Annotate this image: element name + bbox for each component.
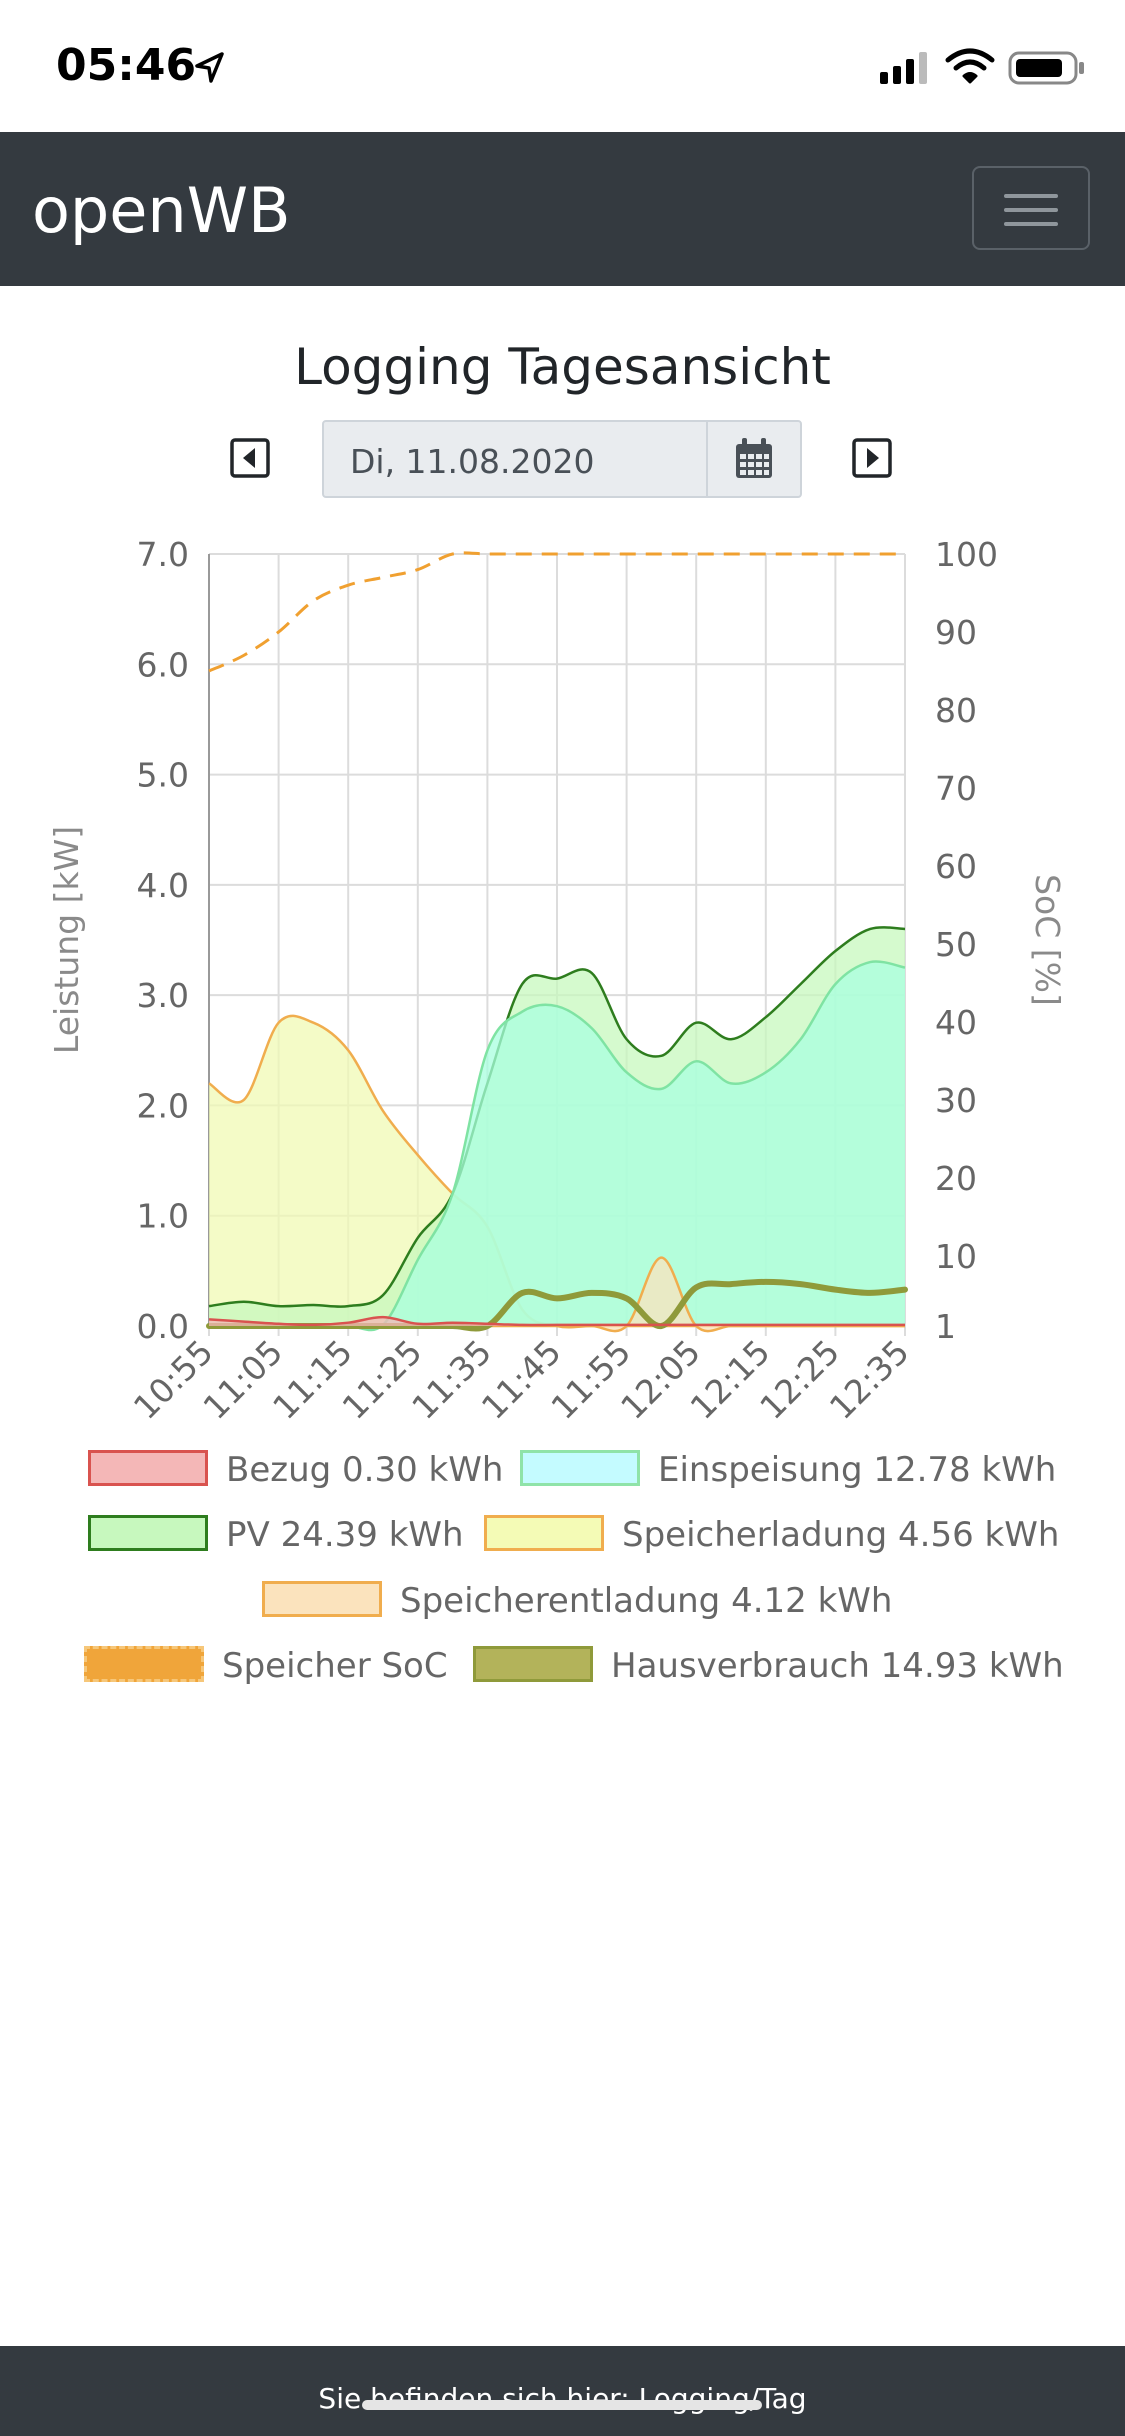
legend-label: Speicher SoC [222,1646,448,1686]
speicher-soc-line [208,551,905,673]
daily-log-chart: 0.01.02.03.04.05.06.07.010:5511:0511:151… [47,535,1067,1427]
y-left-tick-label: 0.0 [137,1307,189,1346]
legend-swatch [84,1646,204,1682]
legend-swatch [520,1450,640,1486]
brand-logo[interactable]: openWB [32,174,291,247]
y-left-tick-label: 4.0 [137,866,189,905]
calendar-button[interactable] [706,422,800,496]
wifi-icon [945,48,995,84]
hamburger-menu-icon[interactable] [972,166,1090,250]
speicherladung-area [209,1015,905,1328]
x-tick-label: 12:25 [752,1332,847,1427]
x-tick-label: 11:15 [265,1332,360,1427]
x-tick-label: 12:15 [683,1332,778,1427]
location-arrow-icon [195,52,224,83]
legend-swatch [262,1581,382,1617]
y-left-tick-label: 6.0 [137,645,189,684]
x-tick-label: 12:05 [613,1332,708,1427]
bezug-area [209,1317,905,1326]
caret-left-square-icon[interactable] [230,438,270,478]
y-right-tick-label: 10 [935,1237,977,1276]
y-left-tick-label: 3.0 [137,976,189,1015]
cellular-signal-icon [880,52,927,84]
einspeisung-area [209,961,905,1331]
battery-icon [1008,51,1084,85]
x-tick-label: 10:55 [126,1332,221,1427]
home-indicator [362,2400,762,2410]
y-right-tick-label: 20 [935,1159,977,1198]
legend-label: Speicherentladung 4.12 kWh [400,1581,893,1621]
status-time: 05:46 [56,40,197,91]
x-tick-label: 11:25 [335,1332,430,1427]
x-tick-label: 11:55 [543,1332,638,1427]
status-bar: 05:46 [0,0,1125,132]
calendar-icon [736,438,772,478]
legend-label: Hausverbrauch 14.93 kWh [611,1646,1064,1686]
bezug-line [208,1315,905,1327]
y-left-axis-title: Leistung [kW] [47,826,86,1054]
y-right-tick-label: 100 [935,535,998,574]
y-left-tick-label: 2.0 [137,1086,189,1125]
x-tick-label: 11:05 [195,1332,290,1427]
legend-label: PV 24.39 kWh [226,1515,464,1555]
legend-swatch [473,1646,593,1682]
legend-label: Bezug 0.30 kWh [226,1450,504,1490]
y-right-axis-title: SoC [%] [1028,874,1067,1006]
y-right-tick-label: 30 [935,1081,977,1120]
legend-label: Speicherladung 4.56 kWh [622,1515,1060,1555]
y-left-tick-label: 7.0 [137,535,189,574]
y-right-tick-label: 40 [935,1003,977,1042]
caret-right-square-icon[interactable] [852,438,892,478]
y-right-tick-label: 50 [935,925,977,964]
date-input[interactable]: Di, 11.08.2020 [350,442,595,481]
legend-label: Einspeisung 12.78 kWh [658,1450,1057,1490]
footer: Sie befinden sich hier: Logging/Tag [0,2346,1125,2436]
breadcrumb: Sie befinden sich hier: Logging/Tag [318,2382,807,2415]
y-right-tick-label: 70 [935,769,977,808]
y-right-tick-label: 90 [935,613,977,652]
x-tick-label: 11:45 [474,1332,569,1427]
y-right-tick-label: 1 [935,1307,956,1346]
legend-swatch [88,1515,208,1551]
page-title: Logging Tagesansicht [294,338,831,396]
y-right-tick-label: 60 [935,847,977,886]
legend-swatch [88,1450,208,1486]
navbar: openWB [0,132,1125,286]
x-tick-label: 11:35 [404,1332,499,1427]
date-picker[interactable]: Di, 11.08.2020 [322,420,802,498]
y-left-tick-label: 5.0 [137,756,189,795]
pv-line [208,926,906,1308]
x-tick-label: 12:35 [822,1332,917,1427]
y-left-tick-label: 1.0 [137,1197,189,1236]
y-right-tick-label: 80 [935,691,977,730]
legend-swatch [484,1515,604,1551]
